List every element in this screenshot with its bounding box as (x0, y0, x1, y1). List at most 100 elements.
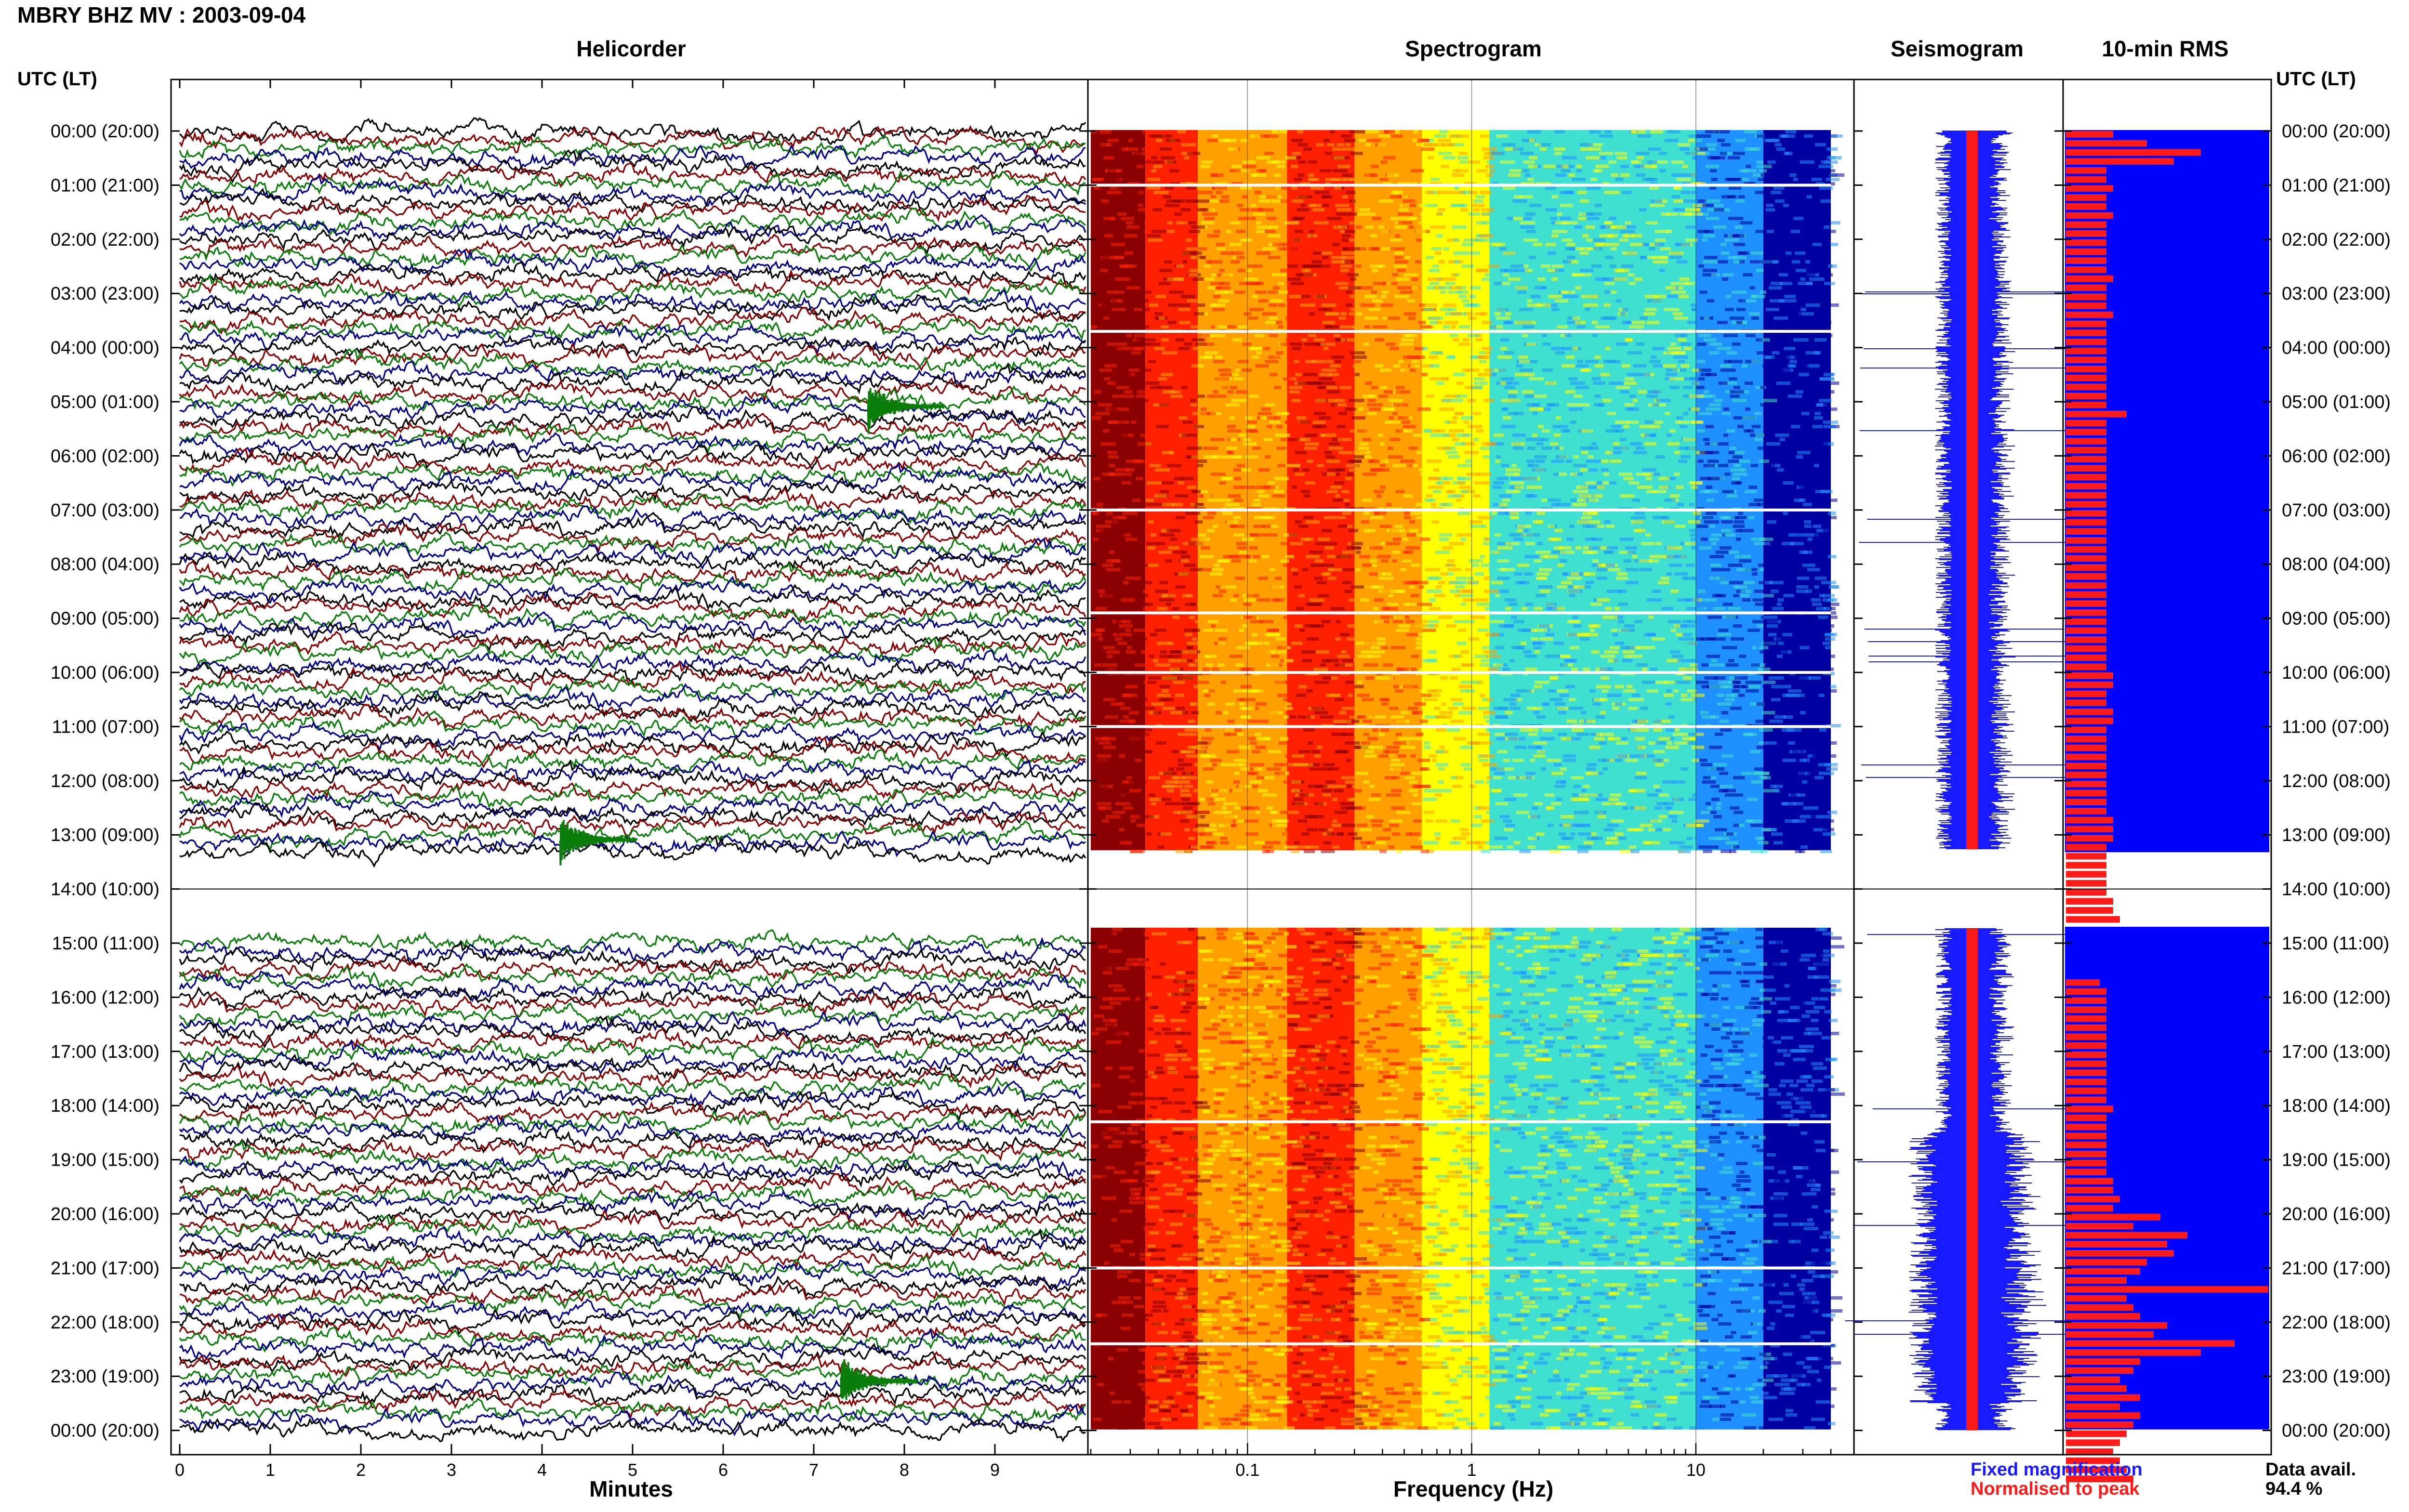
spectrogram-cell (1215, 191, 1223, 194)
spectrogram-cell (1555, 173, 1566, 177)
spectrogram-cell (1589, 447, 1599, 450)
spectrogram-cell (1494, 772, 1505, 775)
spectrogram-cell (1828, 408, 1838, 411)
spectrogram-cell (1416, 733, 1424, 736)
spectrogram-cell (1685, 282, 1695, 285)
spectrogram-cell (1704, 676, 1718, 680)
spectrogram-cell (1365, 381, 1372, 385)
spectrogram-cell (1234, 772, 1240, 775)
spectrogram-cell (1555, 351, 1565, 355)
spectrogram-cell (1800, 238, 1816, 242)
spectrogram-cell (1392, 559, 1397, 563)
spectrogram-cell (1195, 824, 1209, 827)
helicorder-trace (179, 512, 1086, 539)
spectrogram-cell (1768, 676, 1784, 680)
spectrogram-cell (1377, 572, 1385, 576)
spectrogram-cell (1224, 733, 1230, 736)
spectrogram-cell (1192, 277, 1204, 281)
spectrogram-cell (1825, 637, 1835, 641)
spectrogram-cell (1699, 759, 1707, 762)
spectrogram-cell (1682, 165, 1688, 168)
spectrogram-cell (1498, 368, 1506, 372)
spectrogram-cell (1522, 607, 1528, 610)
spectrogram-cell (1429, 269, 1440, 272)
spectrogram-cell (1304, 447, 1317, 450)
spectrogram-cell (1689, 503, 1694, 506)
spectrogram-cell (1830, 243, 1838, 246)
spectrogram-cell (1184, 785, 1193, 788)
spectrogram-cell (1273, 490, 1284, 493)
spectrogram-cell (1352, 325, 1359, 329)
spectrogram-cell (1111, 243, 1125, 246)
spectrogram-cell (1536, 512, 1545, 515)
spectrogram-cell (1337, 499, 1343, 502)
spectrogram-cell (1729, 316, 1745, 320)
spectrogram-cell (1706, 486, 1713, 489)
spectrogram-cell (1728, 659, 1734, 662)
spectrogram-cell (1434, 134, 1447, 138)
spectrogram-cell (1288, 438, 1299, 441)
spectrogram-cell (1141, 342, 1151, 346)
spectrogram-cell (1499, 269, 1508, 272)
spectrogram-cell (1749, 312, 1760, 316)
spectrogram-cell (1413, 130, 1419, 133)
spectrogram-cell (1655, 763, 1664, 766)
spectrogram-cell (1207, 529, 1215, 532)
spectrogram-cell (1576, 169, 1582, 172)
spectrogram-cell (1762, 685, 1775, 688)
spectrogram-cell (1181, 711, 1189, 714)
spectrogram-cell (1242, 165, 1257, 168)
spectrogram-cell (1803, 806, 1819, 810)
spectrogram-cell (1441, 143, 1452, 146)
spectrogram-cell (1704, 316, 1709, 320)
spectrogram-cell (1606, 546, 1618, 550)
spectrogram-cell (1208, 260, 1223, 263)
spectrogram-cell (1570, 421, 1576, 424)
spectrogram-cell (1683, 347, 1692, 350)
spectrogram-cell (1281, 763, 1287, 766)
spectrogram-cell (1106, 568, 1121, 571)
spectrogram-cell (1563, 295, 1578, 298)
spectrogram-cell (1607, 412, 1616, 415)
spectrogram-cell (1681, 577, 1689, 580)
spectrogram-cell (1552, 607, 1565, 610)
spectrogram-cell (1182, 421, 1193, 424)
spectrogram-cell (1363, 529, 1370, 532)
spectrogram-cell (1229, 585, 1237, 589)
spectrogram-cell (1226, 230, 1231, 233)
spectrogram-cell (1681, 694, 1688, 697)
spectrogram-cell (1784, 295, 1796, 298)
spectrogram-cell (1638, 390, 1647, 394)
spectrogram-cell (1252, 633, 1258, 636)
spectrogram-cell (1344, 230, 1355, 233)
spectrogram-cell (1706, 802, 1711, 805)
spectrogram-cell (1634, 806, 1646, 810)
spectrogram-cell (1783, 355, 1790, 359)
spectrogram-cell (1775, 702, 1790, 706)
spectrogram-cell (1746, 516, 1755, 519)
spectrogram-cell (1711, 156, 1725, 159)
spectrogram-cell (1233, 594, 1239, 597)
spectrogram-cell (1738, 512, 1744, 515)
spectrogram-cell (1326, 460, 1340, 463)
spectrogram-cell (1287, 277, 1301, 281)
helicorder-trace (179, 1036, 1086, 1063)
spectrogram-cell (1394, 225, 1407, 229)
spectrogram-cell (1252, 447, 1261, 450)
spectrogram-cell (1707, 477, 1720, 480)
spectrogram-cell (1150, 533, 1156, 537)
spectrogram-cell (1490, 620, 1504, 623)
spectrogram-cell (1149, 303, 1159, 307)
spectrogram-cell (1788, 377, 1799, 381)
spectrogram-cell (1174, 212, 1182, 216)
spectrogram-cell (1722, 568, 1731, 571)
spectrogram-cell (1446, 238, 1459, 242)
spectrogram-cell (1450, 312, 1462, 316)
spectrogram-cell (1134, 780, 1146, 784)
spectrogram-cell (1093, 360, 1099, 363)
spectrogram-cell (1610, 793, 1622, 797)
spectrogram-cell (1678, 460, 1688, 463)
spectrogram-cell (1663, 364, 1677, 368)
spectrogram-cell (1775, 434, 1789, 437)
spectrogram-cell (1104, 269, 1116, 272)
